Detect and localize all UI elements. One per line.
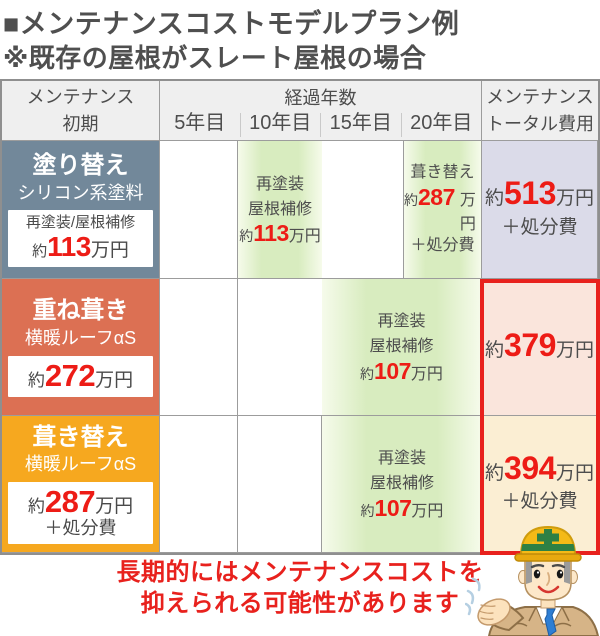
plan-material: 横暖ルーフαS [24,454,137,475]
total-amount: 約 513 万円 [485,175,594,211]
header-year-5: 5年目 [174,112,226,134]
helmet-green-cross-icon [521,529,575,551]
header-initial-line2: 初期 [62,113,99,134]
header-year-15: 15年目 [320,113,401,137]
total-cost-overlay: 約 379 万円 [482,279,598,416]
initial-cost-box: 約 287 万円 ＋処分費 [8,481,153,545]
cell-line: 屋根補修 [369,475,434,492]
total-amount: 約 394 万円 [485,449,594,486]
empty-cell [238,416,322,553]
plan-material: シリコン系塗料 [17,182,144,203]
cell-line: 再塗装 [377,450,426,468]
total-amount: 約 379 万円 [485,326,594,363]
empty-cell [238,279,322,416]
bottom-note: 長期的にはメンテナンスコストを 抑えられる可能性があります [0,557,600,619]
cell-amount: 約 107 万円 [360,494,444,521]
initial-cost-extra: ＋処分費 [44,517,117,538]
header-year-20: 20年目 [400,113,482,137]
cell-line: 葺き替え [410,163,475,181]
initial-cost-desc: 再塗装/屋根補修 [25,214,136,232]
plan-label-reroof: 葺き替え 横暖ルーフαS 約 287 万円 ＋処分費 [2,416,160,553]
initial-cost-box: 再塗装/屋根補修 約 113 万円 [8,210,153,267]
header-maintenance-total: メンテナンス トータル費用 [482,81,598,141]
empty-cell [160,416,238,553]
cell-repaint-year10: 再塗装 屋根補修 約 113 万円 [238,141,322,279]
cell-line: 屋根補修 [369,338,434,355]
cell-amount: 約 113 万円 [239,220,321,247]
plan-name: 葺き替え [32,423,129,451]
cell-amount: 約 287 万円 [404,183,476,233]
initial-cost-amount: 約 113 万円 [32,230,129,262]
header-elapsed-years: 経過年数 5年目 10年目 15年目 20年目 [160,81,482,141]
initial-cost-amount: 約 287 万円 [27,483,134,519]
plan-name: 塗り替え [32,152,129,180]
page-subtitle: ※既存の屋根がスレート屋根の場合 [3,43,427,73]
empty-cell [160,279,238,416]
cell-reroof-year15-20: 再塗装 屋根補修 約 107 万円 [322,416,482,553]
cell-line: ＋処分費 [410,236,475,254]
note-line2: 抑えられる可能性があります [140,590,460,618]
motion-lines-icon [465,577,481,616]
header-initial-line1: メンテナンス [26,87,135,108]
plan-label-repaint: 塗り替え シリコン系塗料 再塗装/屋根補修 約 113 万円 [2,141,160,279]
plan-name: 重ね葺き [32,297,129,325]
total-extra: ＋処分費 [501,216,578,238]
initial-cost-box: 約 272 万円 [8,355,153,397]
empty-cell [322,141,404,279]
plan-label-overlay: 重ね葺き 横暖ルーフαS 約 272 万円 [2,279,160,416]
total-cost-repaint: 約 513 万円 ＋処分費 [482,141,598,279]
page-title: ■メンテナンスコストモデルプラン例 [3,9,460,39]
maintenance-cost-table: メンテナンス 初期 経過年数 5年目 10年目 15年目 20年目 メンテナンス… [0,79,600,555]
header-total-line2: トータル費用 [486,113,594,134]
construction-worker-icon [465,525,600,636]
year-labels-row: 5年目 10年目 15年目 20年目 [160,110,481,140]
header-total-line1: メンテナンス [486,87,594,108]
cell-line: 再塗装 [255,175,304,193]
plan-material: 横暖ルーフαS [24,328,137,349]
note-line1: 長期的にはメンテナンスコストを [116,559,484,586]
cell-line: 再塗装 [377,313,426,331]
total-extra: ＋処分費 [501,491,578,512]
elapsed-years-label: 経過年数 [284,88,357,108]
empty-cell [160,141,238,279]
header-year-10: 10年目 [239,113,321,137]
cell-amount: 約 107 万円 [360,357,443,384]
initial-cost-amount: 約 272 万円 [27,357,134,393]
cell-line: 屋根補修 [247,200,312,218]
cell-repaint-year20: 葺き替え 約 287 万円 ＋処分費 [404,141,482,279]
cell-overlay-year15-20: 再塗装 屋根補修 約 107 万円 [322,279,482,416]
header-maintenance-initial: メンテナンス 初期 [2,81,160,141]
